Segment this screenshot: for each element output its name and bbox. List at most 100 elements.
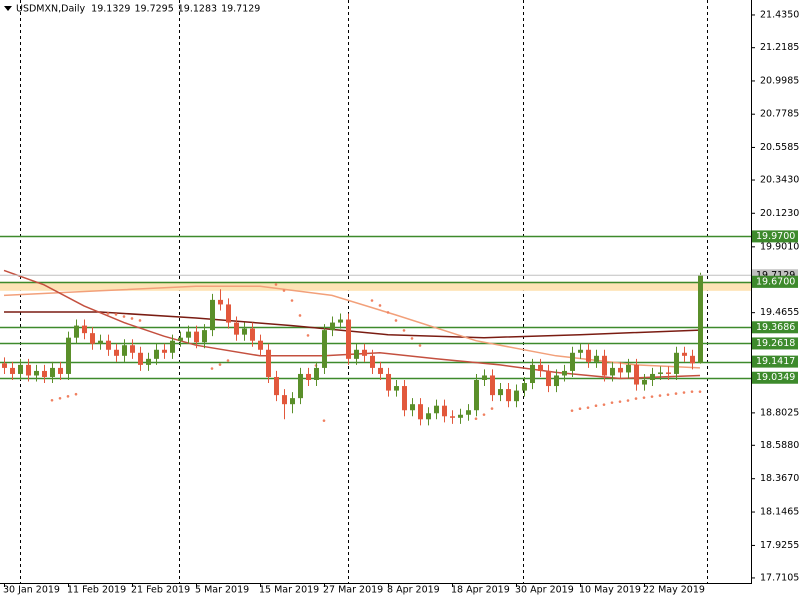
header-value: 19.1329: [91, 4, 130, 15]
candle-body: [458, 414, 463, 418]
level-label-box: [752, 337, 798, 350]
sar-dot: [274, 283, 278, 286]
x-tick-label: 5 Mar 2019: [195, 585, 249, 596]
candle-body: [202, 330, 207, 343]
candle-body: [66, 337, 71, 374]
candle-body: [2, 363, 7, 368]
candle-body: [690, 355, 695, 364]
sar-dot: [210, 367, 214, 370]
candle-body: [298, 373, 303, 399]
candle-body: [306, 373, 311, 381]
x-tick-label: 27 Mar 2019: [323, 585, 383, 596]
y-tick-label: 17.7105: [760, 572, 799, 583]
sar-dot: [114, 313, 118, 316]
candle-body: [362, 349, 367, 356]
sar-dot: [386, 311, 390, 314]
candle-body: [474, 380, 479, 411]
candle-body: [18, 364, 23, 374]
candle-body: [490, 375, 495, 396]
sar-dot: [674, 392, 678, 395]
candle-body: [418, 404, 423, 420]
level-label-box: [752, 321, 798, 334]
candle-body: [226, 304, 231, 323]
sar-dot: [138, 319, 142, 322]
sar-dot: [658, 394, 662, 397]
candle-body: [634, 364, 639, 385]
moving-average: [4, 311, 701, 339]
x-tick-label: 30 Jan 2019: [3, 585, 60, 596]
candle-body: [10, 367, 15, 374]
y-tick-label: 20.5585: [760, 142, 799, 153]
sar-dot: [74, 392, 78, 396]
sar-dot: [418, 344, 422, 347]
sar-dot: [298, 314, 302, 317]
x-tick-label: 10 May 2019: [579, 585, 641, 596]
y-tick-label: 19.4655: [760, 307, 799, 318]
candle-body: [330, 322, 335, 331]
header-value: 19.7129: [221, 4, 260, 15]
sar-dot: [50, 398, 54, 402]
candle-body: [450, 416, 455, 418]
sar-dot: [586, 406, 590, 409]
candle-body: [138, 352, 143, 365]
level-label: 19.0349: [756, 372, 795, 383]
candle-body: [530, 364, 535, 384]
candle-body: [538, 364, 543, 371]
candle-body: [50, 367, 55, 377]
candle-body: [258, 340, 263, 350]
x-tick-label: 21 Feb 2019: [131, 585, 190, 596]
period-separators: [20, 0, 708, 583]
sar-dot: [410, 337, 414, 340]
candle-body: [346, 319, 351, 359]
candle-body: [610, 367, 615, 376]
candle-body: [466, 410, 471, 415]
sar-dot: [370, 299, 374, 302]
candle-body: [482, 375, 487, 381]
candle-body: [522, 383, 527, 391]
candle-body: [314, 367, 319, 381]
candle-body: [170, 340, 175, 353]
candle-body: [650, 373, 655, 381]
candle-body: [570, 352, 575, 371]
y-tick-label: 17.9255: [760, 540, 799, 551]
chart-title: USDMXN,Daily: [16, 4, 86, 15]
candle-body: [386, 373, 391, 391]
level-label-box: [752, 230, 798, 243]
candle-body: [154, 349, 159, 359]
sar-dot: [218, 363, 222, 366]
candle-body: [274, 376, 279, 396]
candle-body: [26, 364, 31, 376]
y-tick-label: 20.3430: [760, 175, 799, 186]
sar-dot: [602, 403, 606, 406]
y-tick-label: 18.8025: [760, 407, 799, 418]
candle-body: [642, 380, 647, 385]
current-price-label: 19.7129: [756, 270, 795, 281]
candle-body: [514, 390, 519, 402]
sar-dot: [594, 404, 598, 407]
candle-body: [394, 386, 399, 391]
sar-dot: [578, 407, 582, 411]
candle-body: [370, 355, 375, 368]
sar-dot: [130, 317, 134, 320]
sar-dot: [106, 312, 110, 315]
header-value: 19.1283: [178, 4, 217, 15]
sar-dot: [58, 396, 62, 400]
candle-body: [98, 340, 103, 344]
zone-band: [0, 281, 751, 291]
sar-dot: [402, 329, 406, 332]
candle-body: [402, 386, 407, 411]
candle-body: [578, 349, 583, 353]
y-tick-label: 21.4350: [760, 9, 799, 20]
x-tick-label: 18 Apr 2019: [451, 585, 510, 596]
sar-dot: [378, 304, 382, 307]
y-tick-label: 18.5880: [760, 440, 799, 451]
sar-dot: [618, 400, 622, 403]
level-label-box: [752, 275, 798, 288]
candle-body: [434, 405, 439, 414]
collapse-icon[interactable]: [4, 6, 12, 11]
header-value: 19.7295: [134, 4, 173, 15]
sar-dot: [626, 399, 630, 402]
candle-body: [546, 370, 551, 387]
